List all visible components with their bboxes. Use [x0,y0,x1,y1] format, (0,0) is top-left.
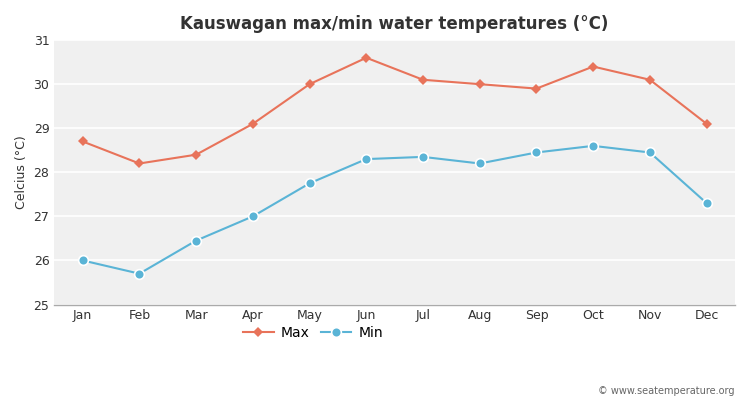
Max [419,77,428,82]
Min [362,157,370,162]
Max [78,139,87,144]
Max [305,82,314,86]
Line: Min: Min [78,141,712,278]
Title: Kauswagan max/min water temperatures (°C): Kauswagan max/min water temperatures (°C… [181,15,609,33]
Max [476,82,484,86]
Min [532,150,541,155]
Max [191,152,200,157]
Text: © www.seatemperature.org: © www.seatemperature.org [598,386,735,396]
Min [646,150,655,155]
Min [702,201,711,206]
Max [702,122,711,126]
Min [191,238,200,243]
Min [135,271,144,276]
Max [248,122,257,126]
Max [532,86,541,91]
Max [362,55,370,60]
Line: Max: Max [79,54,710,167]
Min [589,144,598,148]
Max [646,77,655,82]
Min [419,154,428,159]
Legend: Max, Min: Max, Min [238,320,388,345]
Min [248,214,257,219]
Min [78,258,87,263]
Min [476,161,484,166]
Max [135,161,144,166]
Y-axis label: Celcius (°C): Celcius (°C) [15,136,28,209]
Max [589,64,598,69]
Min [305,181,314,186]
